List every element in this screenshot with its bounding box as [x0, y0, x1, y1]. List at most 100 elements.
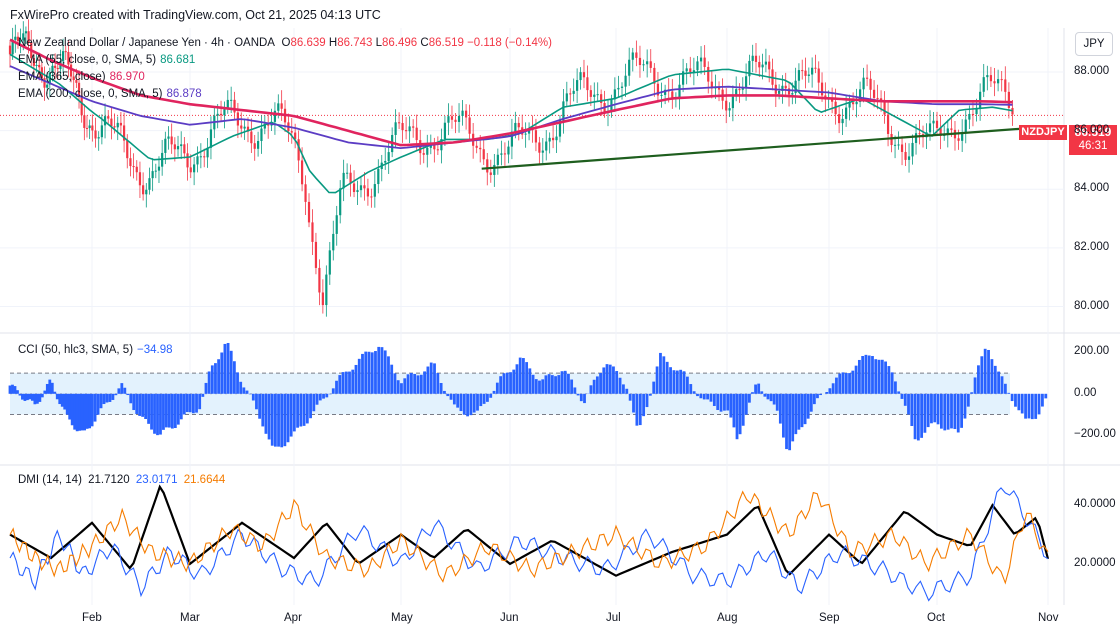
cci-bar: [28, 393, 32, 400]
candle-body: [1004, 79, 1007, 92]
candle-body: [436, 149, 439, 151]
dmi-legend[interactable]: DMI (14, 14) 21.7120 23.0171 21.6644: [18, 474, 225, 486]
candle-body: [148, 178, 151, 190]
candle-body: [321, 292, 324, 306]
candle-body: [116, 122, 119, 128]
cci-bar: [816, 393, 819, 399]
cci-bar: [966, 393, 970, 407]
cci-bar: [33, 393, 37, 405]
candle-body: [939, 128, 942, 136]
candle-body: [638, 57, 642, 66]
cci-bar: [429, 362, 433, 394]
cci-bar: [1044, 393, 1048, 399]
cci-bar: [374, 351, 377, 394]
candle-body: [415, 127, 418, 141]
cci-bar: [595, 376, 599, 394]
cci-bar: [214, 363, 217, 394]
cci-bar: [88, 393, 91, 429]
currency-button[interactable]: JPY: [1075, 32, 1113, 56]
cci-bar: [322, 393, 325, 399]
candle-body: [555, 136, 558, 141]
candle-body: [250, 131, 253, 144]
cci-bar: [926, 393, 930, 428]
candle-body: [613, 89, 616, 100]
open-label: O: [281, 37, 291, 49]
candle-body: [784, 85, 787, 89]
cci-legend[interactable]: CCI (50, hlc3, SMA, 5) −34.98: [18, 344, 173, 356]
cci-bar: [652, 381, 656, 394]
dmi-label: DMI (14, 14): [18, 474, 82, 486]
candle-body: [814, 67, 817, 69]
cci-bar: [466, 393, 469, 417]
cci-bar: [803, 393, 807, 425]
cci-bar: [775, 393, 779, 411]
ema200-legend[interactable]: EMA (200, close, 0, SMA, 5) 86.878: [18, 88, 202, 100]
cci-bar: [351, 369, 355, 394]
candle-body: [635, 52, 638, 58]
main-legend[interactable]: New Zealand Dollar / Japanese Yen · 4h ·…: [18, 37, 552, 49]
cci-bar: [60, 393, 64, 407]
candle-body: [820, 82, 824, 96]
cci-bar: [315, 393, 319, 405]
cci-bar: [383, 350, 387, 394]
cci-bar: [370, 352, 374, 394]
candle-body: [804, 70, 807, 76]
candle-body: [982, 77, 985, 92]
candle-body: [869, 78, 872, 90]
cci-bar: [576, 393, 580, 396]
cci-bar: [570, 379, 574, 394]
minus-di-line: [9, 490, 1049, 585]
cci-bar: [55, 393, 59, 400]
candle-body: [656, 83, 660, 96]
cci-bar: [763, 393, 767, 397]
cci-bar: [760, 391, 764, 394]
cci-bar: [615, 371, 619, 394]
cci-bar: [744, 393, 748, 415]
cci-bar: [102, 393, 106, 405]
candle-body: [97, 137, 100, 139]
candle-body: [457, 116, 461, 122]
candle-body: [781, 85, 784, 91]
time-axis-label: Mar: [180, 612, 200, 624]
ema55-legend[interactable]: EMA (55, close, 0, SMA, 5) 86.681: [18, 54, 195, 66]
cci-bar: [828, 388, 832, 394]
cci-bar: [894, 381, 897, 394]
candle-body: [489, 172, 492, 175]
candle-body: [110, 118, 113, 127]
ema365-legend[interactable]: EMA (365, close) 86.970: [18, 71, 145, 83]
cci-bar: [68, 393, 72, 420]
candle-body: [710, 81, 713, 89]
cci-bar: [406, 374, 410, 394]
cci-bar: [165, 393, 168, 428]
cci-bar: [220, 352, 224, 394]
candle-body: [311, 222, 314, 242]
candle-body: [132, 166, 135, 168]
candle-body: [975, 107, 978, 115]
candle-body: [855, 101, 858, 105]
candle-body: [717, 87, 721, 90]
cci-bar: [612, 366, 615, 394]
candle-body: [486, 159, 489, 173]
cci-bar: [665, 361, 669, 394]
candle-body: [558, 120, 562, 137]
candle-body: [678, 84, 681, 98]
candle-body: [94, 130, 97, 139]
cci-bar: [735, 393, 739, 440]
cci-bar: [217, 359, 221, 394]
cci-bar: [331, 388, 335, 394]
candle-body: [183, 144, 186, 154]
cci-bar: [325, 393, 329, 398]
candle-body: [493, 164, 496, 175]
cci-bar: [258, 393, 262, 419]
cci-bar: [126, 393, 130, 396]
cci-bar: [544, 375, 548, 394]
candle-body: [122, 125, 126, 141]
candle-body: [85, 127, 89, 129]
close-value: 86.519: [428, 37, 464, 49]
cci-bar: [851, 370, 855, 394]
candle-body: [19, 40, 22, 42]
cci-bar: [167, 393, 171, 428]
cci-bar: [1007, 392, 1011, 394]
candle-body: [979, 91, 982, 108]
